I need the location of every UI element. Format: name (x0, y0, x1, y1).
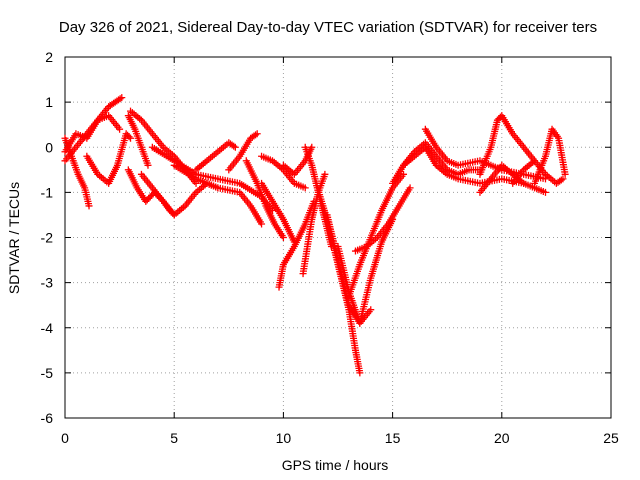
data-point (406, 184, 414, 192)
series-track-4 (83, 130, 135, 187)
series-track-14 (258, 179, 298, 246)
series-track-10 (170, 161, 266, 228)
series-track-16 (279, 143, 316, 178)
series-track-12 (225, 130, 261, 174)
series-track-6 (124, 112, 152, 169)
series-track-29 (476, 161, 549, 196)
series-track-13 (242, 157, 287, 241)
y-tick-label: -3 (41, 275, 54, 291)
data-points (61, 94, 569, 377)
y-tick-label: -2 (41, 230, 54, 246)
series-track-23 (345, 170, 408, 300)
series-track-31 (531, 125, 569, 187)
x-tick-label: 15 (385, 430, 401, 446)
data-point (321, 170, 329, 178)
data-point (308, 143, 316, 151)
data-point (252, 131, 260, 139)
series-track-15 (258, 152, 309, 192)
data-point (301, 184, 309, 192)
x-tick-label: 25 (603, 430, 619, 446)
data-point (230, 142, 238, 150)
grid (65, 57, 611, 418)
chart-title: Day 326 of 2021, Sidereal Day-to-day VTE… (59, 19, 597, 36)
x-tick-label: 0 (61, 430, 69, 446)
series-track-11 (192, 139, 239, 174)
data-point (258, 220, 266, 228)
y-tick-label: -6 (41, 410, 54, 426)
y-tick-label: 0 (45, 139, 53, 155)
x-tick-label: 5 (170, 430, 178, 446)
data-point (116, 95, 124, 103)
data-point (231, 143, 239, 151)
data-point (125, 133, 133, 141)
data-point (356, 369, 364, 377)
series-track-22 (334, 215, 397, 327)
y-tick-label: -4 (41, 320, 54, 336)
x-axis-label: GPS time / hours (282, 457, 389, 473)
data-point (400, 170, 408, 178)
y-tick-label: -1 (41, 184, 54, 200)
series-track-24 (351, 184, 414, 255)
data-point (253, 130, 261, 138)
y-tick-label: 1 (45, 94, 53, 110)
data-point (541, 188, 549, 196)
data-point (85, 202, 93, 210)
data-point (116, 125, 124, 133)
y-tick-label: 2 (45, 49, 53, 65)
series-track-28 (476, 112, 539, 178)
data-point (279, 234, 287, 241)
data-point (557, 176, 565, 184)
y-tick-label: -5 (41, 365, 54, 381)
data-point (559, 175, 567, 183)
y-axis-label: SDTVAR / TECUs (6, 182, 22, 294)
data-point (144, 161, 152, 169)
series-track-3 (61, 112, 124, 156)
x-tick-label: 20 (494, 430, 510, 446)
data-point (127, 134, 135, 142)
data-point (561, 170, 569, 178)
data-point (367, 306, 375, 314)
x-tick-label: 10 (276, 430, 292, 446)
data-point (118, 94, 126, 102)
